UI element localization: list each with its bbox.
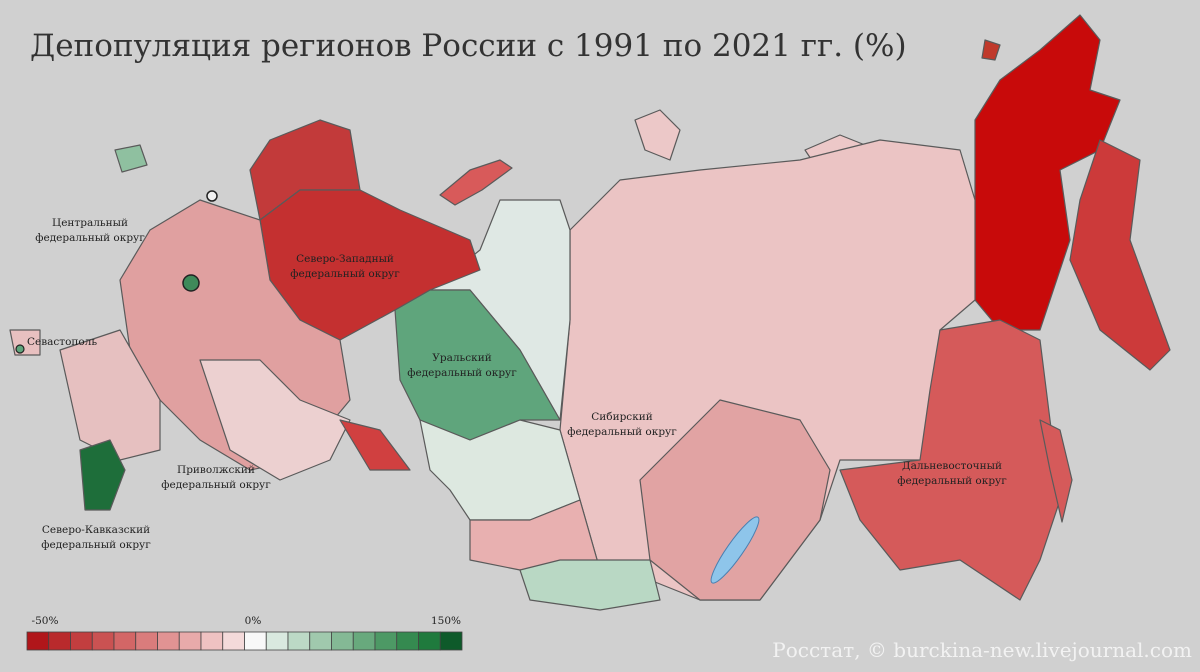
legend-swatch bbox=[244, 631, 267, 651]
city-label: Севастополь bbox=[27, 336, 97, 348]
district-label: Дальневосточный федеральный округ bbox=[897, 460, 1007, 487]
legend-swatch bbox=[222, 631, 245, 651]
legend-swatch bbox=[374, 631, 398, 651]
legend-swatch bbox=[48, 631, 71, 651]
region bbox=[1039, 419, 1073, 523]
legend-swatch bbox=[439, 631, 463, 651]
legend-swatch bbox=[70, 631, 93, 651]
legend-swatch bbox=[287, 631, 311, 651]
legend: -50% 0% 150% bbox=[26, 615, 463, 651]
saint-petersburg bbox=[206, 190, 218, 202]
region bbox=[634, 109, 681, 161]
region bbox=[839, 319, 1061, 601]
title: Депопуляция регионов России с 1991 по 20… bbox=[30, 28, 907, 64]
region bbox=[1069, 139, 1171, 371]
legend-swatch bbox=[91, 631, 115, 651]
legend-swatch bbox=[113, 631, 137, 651]
region bbox=[114, 144, 148, 173]
region bbox=[394, 289, 561, 441]
legend-swatch bbox=[352, 631, 376, 651]
lake bbox=[710, 516, 760, 584]
legend-label: 0% bbox=[245, 615, 262, 627]
region bbox=[519, 559, 661, 611]
legend-swatch bbox=[157, 631, 180, 651]
legend-swatch bbox=[26, 631, 50, 651]
district-label: Центральный федеральный округ bbox=[35, 217, 145, 244]
legend-swatch bbox=[331, 631, 354, 651]
district-label: Уральский федеральный округ bbox=[407, 352, 517, 379]
legend-swatch bbox=[396, 631, 419, 651]
district-label: Сибирский федеральный округ bbox=[567, 411, 677, 438]
map bbox=[9, 14, 1171, 611]
region bbox=[639, 399, 831, 601]
sevastopol bbox=[15, 344, 25, 354]
legend-swatch bbox=[418, 631, 441, 651]
region bbox=[199, 359, 351, 481]
moscow bbox=[182, 274, 200, 292]
legend-swatch bbox=[200, 631, 224, 651]
region bbox=[439, 159, 513, 206]
region bbox=[981, 39, 1001, 61]
region bbox=[339, 419, 411, 471]
labels: Центральный федеральный округ Северо-Запа… bbox=[27, 217, 1007, 551]
legend-swatch bbox=[178, 631, 202, 651]
source: Росстат, © burckina-new.livejournal.com bbox=[772, 638, 1192, 662]
district-label: Северо-Кавказский федеральный округ bbox=[41, 524, 151, 551]
legend-label: -50% bbox=[32, 615, 59, 627]
region bbox=[79, 439, 126, 511]
legend-swatch bbox=[265, 631, 289, 651]
district-label: Приволжский федеральный округ bbox=[161, 464, 271, 491]
district-label: Северо-Западный федеральный округ bbox=[290, 253, 400, 280]
region bbox=[59, 329, 161, 461]
legend-swatch bbox=[309, 631, 332, 651]
legend-label: 150% bbox=[431, 615, 461, 627]
legend-swatch bbox=[135, 631, 158, 651]
